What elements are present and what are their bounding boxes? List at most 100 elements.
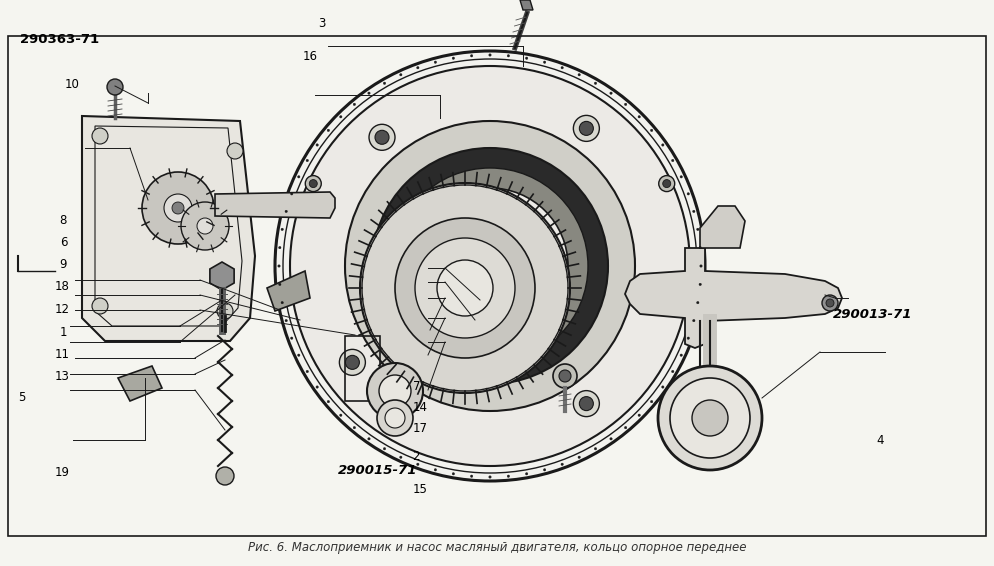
Circle shape [142,172,214,244]
Circle shape [384,82,386,84]
Polygon shape [700,206,745,248]
Circle shape [544,469,546,471]
Circle shape [227,143,243,159]
Circle shape [290,66,690,466]
Circle shape [580,397,593,410]
Circle shape [699,246,702,249]
Circle shape [662,386,664,388]
Circle shape [278,246,281,249]
Circle shape [306,159,308,162]
Text: 18: 18 [55,281,70,293]
Circle shape [526,57,528,59]
Circle shape [372,148,608,384]
Text: 13: 13 [55,370,70,383]
Circle shape [415,238,515,338]
Circle shape [489,476,491,478]
Circle shape [217,303,233,319]
Circle shape [412,188,568,344]
Circle shape [305,175,321,191]
Circle shape [594,82,596,84]
Circle shape [368,92,370,95]
Text: 290013-71: 290013-71 [833,308,912,320]
Circle shape [290,337,293,340]
Circle shape [353,426,356,429]
Circle shape [306,370,308,372]
Circle shape [164,194,192,222]
Text: 10: 10 [65,79,80,91]
Circle shape [416,463,419,465]
Circle shape [281,228,283,230]
Circle shape [369,125,395,151]
Circle shape [822,295,838,311]
Polygon shape [520,0,533,10]
Polygon shape [82,116,255,341]
Circle shape [697,302,699,304]
Polygon shape [118,366,162,401]
Circle shape [561,463,564,465]
Circle shape [610,92,612,95]
Circle shape [662,144,664,146]
Circle shape [281,302,283,304]
Circle shape [680,175,683,178]
Circle shape [275,51,705,481]
Circle shape [339,349,366,375]
Circle shape [680,354,683,357]
Circle shape [345,355,360,370]
Bar [8,36,986,536]
Circle shape [172,202,184,214]
Circle shape [434,61,436,63]
Circle shape [181,202,229,250]
Circle shape [316,386,318,388]
Text: 3: 3 [318,18,325,30]
Polygon shape [210,262,235,290]
Circle shape [624,426,627,429]
Text: 14: 14 [413,401,427,414]
Circle shape [574,391,599,417]
Circle shape [92,298,108,314]
Circle shape [327,129,330,131]
Text: 9: 9 [60,258,68,271]
Circle shape [663,179,671,187]
Polygon shape [215,192,335,218]
Circle shape [687,337,690,340]
Circle shape [392,168,588,364]
Circle shape [659,175,675,191]
Circle shape [384,448,386,450]
Text: 4: 4 [877,434,885,447]
Circle shape [360,183,570,393]
Text: 6: 6 [60,236,68,248]
Polygon shape [340,316,575,411]
Circle shape [658,366,762,470]
Circle shape [400,456,402,458]
Circle shape [544,61,546,63]
Circle shape [452,57,454,59]
Circle shape [340,115,342,118]
Text: 12: 12 [55,303,70,316]
Circle shape [826,299,834,307]
Text: 2: 2 [413,451,420,463]
Text: 7: 7 [413,380,420,392]
Circle shape [285,319,287,322]
Circle shape [434,469,436,471]
Text: 15: 15 [413,483,427,496]
Circle shape [687,192,690,195]
Circle shape [297,354,300,357]
Text: 17: 17 [413,422,427,435]
Circle shape [340,414,342,417]
Text: 8: 8 [60,215,67,227]
Text: 19: 19 [55,466,70,479]
Circle shape [700,265,702,267]
Circle shape [699,283,702,286]
Polygon shape [625,248,842,348]
Circle shape [624,103,627,106]
Circle shape [368,438,370,440]
Text: Рис. 6. Маслоприемник и насос масляный двигателя, кольцо опорное переднее: Рис. 6. Маслоприемник и насос масляный д… [248,542,746,555]
Circle shape [672,370,674,372]
Circle shape [216,467,234,485]
Text: 1: 1 [60,326,68,338]
Circle shape [578,74,580,76]
Circle shape [507,475,510,477]
Circle shape [610,438,612,440]
Circle shape [561,67,564,69]
Circle shape [672,159,674,162]
